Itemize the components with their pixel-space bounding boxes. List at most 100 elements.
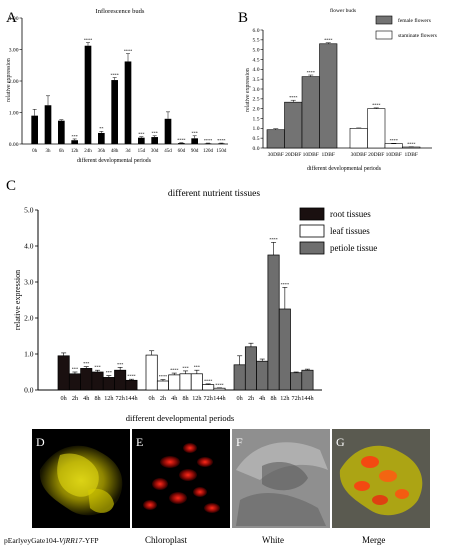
chart-b-bar <box>349 128 368 149</box>
chart-c-bar <box>57 355 70 391</box>
chart-c-significance: **** <box>170 368 178 373</box>
chart-c-y-tick-label: 5.0 <box>24 206 34 215</box>
chart-c-bar <box>290 372 303 391</box>
chart-c-bar <box>68 373 81 391</box>
chart-c-bar <box>145 354 158 391</box>
chart-a-title: Inflorescence buds <box>96 8 145 15</box>
chart-b-legend-label: staminate flowers <box>398 32 437 39</box>
chart-b-bar <box>402 146 421 149</box>
chart-c-bar <box>190 373 203 391</box>
chart-c-y-tick-label: 3.0 <box>24 278 34 287</box>
chart-a-y-tick-label: 1.00 <box>9 110 19 116</box>
chart-c-x-tick-label: 144h <box>125 395 138 402</box>
chart-a-significance: **** <box>204 138 212 143</box>
chart-a-x-tick-label: 150d <box>216 149 227 154</box>
chart-c-significance: *** <box>194 365 200 370</box>
chart-c-x-tick-label: 12h <box>192 395 202 402</box>
chart-b-bar <box>319 43 338 149</box>
chart-a-x-tick-label: 60d <box>178 149 186 154</box>
chart-c-legend: root tissues leaf tissues petiole tissue <box>299 207 377 255</box>
chart-c-legend-swatch <box>299 207 325 221</box>
panel-letter-e: E <box>136 435 143 449</box>
chart-c-y-tick-label: 1.0 <box>24 350 34 359</box>
chart-c-bar <box>256 360 269 391</box>
chart-a-x-tick-label: 48h <box>111 149 119 154</box>
chart-c-legend-label: leaf tissues <box>330 226 370 236</box>
chart-b-y-tick-label: 3.5 <box>253 77 260 83</box>
chart-c-y-tick-label: 2.0 <box>24 314 34 323</box>
chart-b-y-tick-label: 5.5 <box>253 38 260 44</box>
chart-c-x-tick-label: 0h <box>61 395 68 402</box>
chart-b-x-tick-label: 20DBF <box>368 152 384 158</box>
chart-c-x-tick-label: 72h <box>292 395 302 402</box>
chart-a-x-tick-label: 0h <box>32 149 38 154</box>
chart-c-significance: **** <box>281 282 289 287</box>
chart-b-bar <box>284 101 303 149</box>
chart-c-significance: *** <box>94 365 100 370</box>
chart-a-y-tick-label: 0.00 <box>9 142 19 148</box>
chart-c-x-tick-label: 2h <box>72 395 79 402</box>
chart-b-significance: **** <box>289 95 297 100</box>
chart-b-x-tick-label: 10DBF <box>303 152 319 158</box>
chart-b-x-tick-label: 30DBF <box>268 152 284 158</box>
chart-c-bar <box>267 254 280 391</box>
caption-merge: Merge <box>362 535 385 545</box>
chart-b-bar <box>367 108 386 149</box>
chart-b-significance: **** <box>372 103 380 108</box>
chart-b-x-tick-label: 10DBF <box>386 152 402 158</box>
chart-b-title: flower buds <box>330 7 356 14</box>
chart-a-x-tick-label: 3d <box>126 149 132 154</box>
chart-c-x-tick-label: 4h <box>259 395 266 402</box>
chart-a-x-axis-label: different developmental periods <box>77 157 152 164</box>
chart-a-bar <box>151 137 158 144</box>
caption-yfp: pEarlyeyGate104-VjRR17-YFP <box>4 536 99 545</box>
chart-a-x-tick-label: 6h <box>59 149 65 154</box>
chart-b-bar <box>301 76 320 149</box>
chart-c-x-tick-label: 2h <box>248 395 255 402</box>
chart-c-bar <box>278 308 291 391</box>
chart-a-bar <box>98 132 105 144</box>
chart-a-significance: *** <box>138 132 144 137</box>
chart-b-significance: **** <box>307 70 315 75</box>
chart-c-bar <box>156 380 169 391</box>
micrograph-merge: G <box>332 429 430 528</box>
chart-c-x-tick-label: 12h <box>280 395 290 402</box>
chart-c-bar <box>80 368 93 391</box>
chart-c-significance: *** <box>182 365 188 370</box>
panel-letter-a: A <box>6 10 17 26</box>
chart-c-bar <box>301 369 314 391</box>
chart-c-significance: **** <box>215 382 223 387</box>
panel-letter-d: D <box>36 435 45 449</box>
chart-c-y-tick-label: 0.0 <box>24 386 34 395</box>
chart-a-significance: **** <box>217 138 225 143</box>
micrograph-yfp: D <box>32 429 130 528</box>
chart-a-y-tick-label: 3.00 <box>9 47 19 53</box>
chart-c-y-tick-label: 4.0 <box>24 242 34 251</box>
chart-a-x-tick-label: 12h <box>71 149 79 154</box>
chart-c-title: different nutrient tissues <box>168 188 260 199</box>
chart-c-bar <box>114 369 127 391</box>
chart-c-x-tick-label: 4h <box>171 395 178 402</box>
chart-c-significance: **** <box>127 374 135 379</box>
chart-a-bar <box>138 137 145 144</box>
chart-a-bar <box>124 61 132 144</box>
chart-c-significance: *** <box>106 370 112 375</box>
chart-a-bar <box>111 80 118 144</box>
chart-a-bar <box>71 140 78 144</box>
chart-c-bar <box>179 373 192 391</box>
chart-a-bars: 0h 3h 6h *** 12h **** 24h ** 36h **** 48h **** 3d ***… <box>31 37 227 154</box>
chart-b-y-tick-label: 1.5 <box>253 116 260 122</box>
chart-c-significance: *** <box>83 361 89 366</box>
chart-c-x-tick-label: 8h <box>94 395 101 402</box>
micrograph-chloroplast: E <box>132 429 230 528</box>
chart-b-y-tick-label: 5.0 <box>253 47 260 53</box>
chart-b-y-tick-label: 4.5 <box>253 57 260 63</box>
panel-letter-g: G <box>336 435 345 449</box>
panel-letter-f: F <box>236 435 243 449</box>
chart-a-axes: 0.00 1.00 2.00 3.00 4.00 <box>9 16 228 148</box>
chart-c-significance: *** <box>72 367 78 372</box>
chart-c-x-tick-label: 0h <box>237 395 244 402</box>
chart-c-x-tick-label: 12h <box>104 395 114 402</box>
chart-b-significance: **** <box>324 38 332 43</box>
